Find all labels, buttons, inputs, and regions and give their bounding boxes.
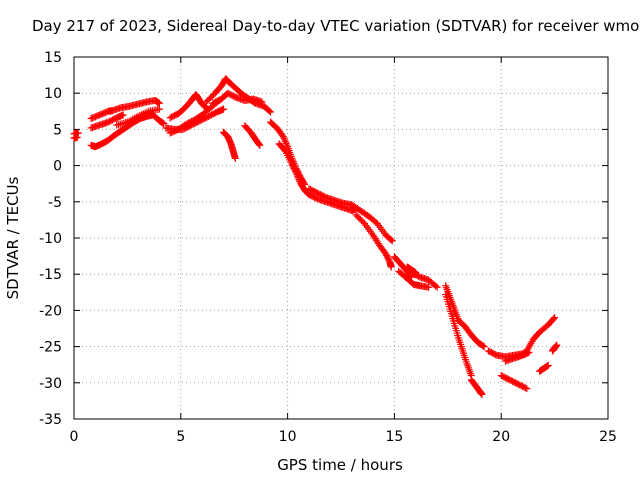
data-point — [523, 385, 531, 393]
x-axis-label: GPS time / hours — [277, 456, 403, 474]
x-tick-label: 5 — [176, 429, 185, 445]
axis-ticks: 0 5 10 15 20 25 15 10 5 0 -5 -10 -15 -20 -25 -30 -35 — [39, 50, 617, 445]
y-tick-label: -10 — [39, 231, 62, 247]
y-tick-label: 0 — [53, 159, 62, 175]
series-track-ad — [403, 263, 420, 277]
data-point — [267, 108, 275, 116]
series-track-i — [166, 96, 223, 137]
data-point — [553, 341, 561, 349]
series-track-d — [87, 96, 163, 123]
data-point — [73, 133, 81, 141]
data-point — [291, 167, 299, 175]
x-tick-label: 10 — [279, 429, 297, 445]
series-track-k — [209, 89, 266, 107]
series-track-s — [395, 267, 433, 291]
data-point — [525, 348, 533, 356]
data-point — [155, 105, 163, 113]
data-point — [160, 120, 168, 128]
data-point — [550, 315, 558, 323]
data-point — [425, 283, 433, 291]
data-point — [294, 172, 302, 180]
data-point — [294, 174, 302, 182]
data-point — [255, 140, 263, 148]
data-point — [279, 133, 287, 141]
data-point — [479, 342, 487, 350]
series-track-u — [442, 282, 488, 351]
chart-title: Day 217 of 2023, Sidereal Day-to-day VTE… — [32, 17, 640, 35]
data-point — [544, 361, 552, 369]
data-point — [281, 136, 289, 144]
data-point — [387, 263, 395, 271]
y-tick-label: -30 — [39, 376, 62, 392]
data-point — [231, 154, 239, 162]
data-point — [119, 111, 127, 119]
x-tick-label: 20 — [492, 429, 510, 445]
data-point — [282, 139, 290, 147]
data-point — [387, 236, 395, 244]
y-tick-label: 15 — [44, 50, 62, 66]
y-tick-label: -15 — [39, 267, 62, 283]
series-track-p — [305, 185, 396, 245]
data-point — [283, 141, 291, 149]
data-point — [480, 343, 488, 351]
x-tick-label: 15 — [385, 429, 403, 445]
data-point — [280, 134, 288, 142]
series-track-b — [70, 133, 81, 142]
data-point — [256, 141, 264, 149]
data-point — [433, 283, 441, 291]
data-point — [201, 102, 209, 110]
y-axis-label: SDTVAR / TECUs — [4, 176, 22, 299]
y-tick-label: 5 — [53, 122, 62, 138]
data-point — [281, 138, 289, 146]
series-track-f — [113, 105, 163, 129]
data-point — [258, 98, 266, 106]
series-track-w — [467, 376, 486, 398]
series-track-y — [497, 372, 531, 393]
series-track-c — [87, 111, 127, 132]
grid-lines — [74, 57, 608, 419]
data-point — [432, 282, 440, 290]
data-points — [70, 75, 561, 398]
data-point — [74, 129, 82, 137]
y-tick-label: -20 — [39, 303, 62, 319]
data-point — [265, 107, 273, 115]
data-point — [388, 237, 396, 245]
x-tick-label: 0 — [70, 429, 79, 445]
data-point — [478, 390, 486, 398]
data-point — [295, 176, 303, 184]
x-tick-label: 25 — [599, 429, 617, 445]
series-track-ab — [536, 361, 552, 375]
data-point — [521, 384, 529, 392]
data-point — [551, 314, 559, 322]
y-tick-label: -25 — [39, 340, 62, 356]
data-point — [220, 105, 228, 113]
series-track-l — [220, 128, 239, 162]
data-point — [292, 169, 300, 177]
series-track-m — [241, 122, 264, 149]
series-track-ac — [548, 341, 561, 355]
series-track-v — [442, 290, 475, 380]
y-tick-label: -35 — [39, 412, 62, 428]
data-point — [412, 269, 420, 277]
y-tick-label: 10 — [44, 86, 62, 102]
series-track-aa — [501, 348, 533, 365]
data-point — [293, 171, 301, 179]
series-track-j — [202, 75, 275, 116]
series-track-q — [352, 211, 395, 271]
y-tick-label: -5 — [48, 195, 62, 211]
series-track-h — [166, 91, 210, 122]
